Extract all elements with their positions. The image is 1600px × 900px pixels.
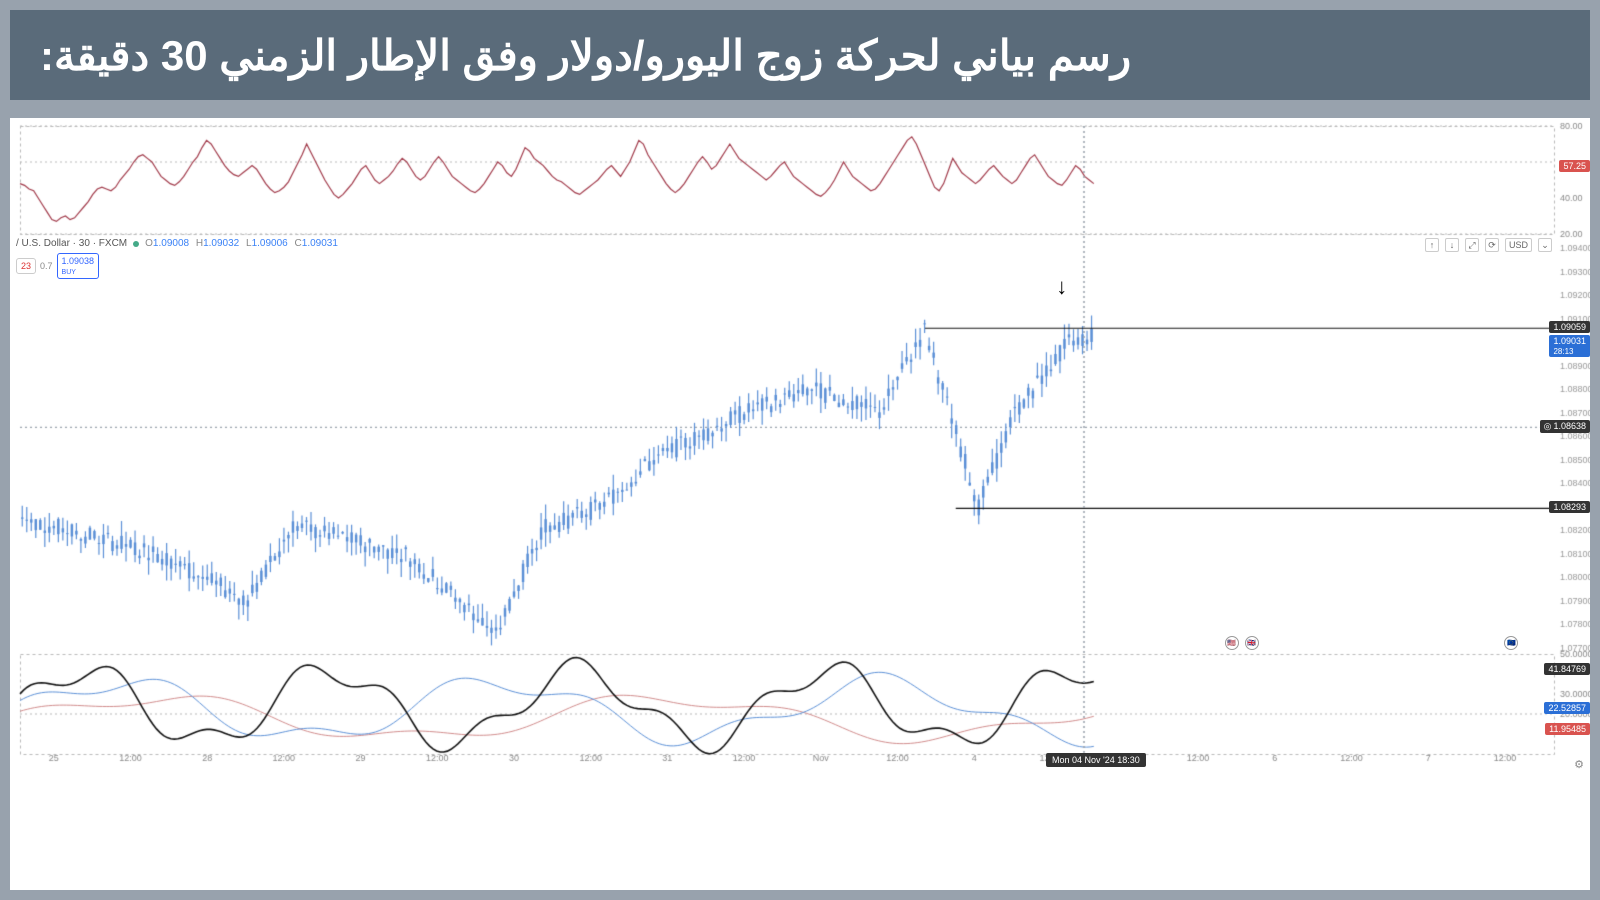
axis-price-badge: 41.84769 — [1544, 663, 1590, 675]
axis-price-badge: ◎1.08638 — [1540, 420, 1590, 433]
flag-icon: 🇺🇸 — [1225, 636, 1239, 650]
axis-price-badge: 22.52857 — [1544, 702, 1590, 714]
axis-price-badge: 11.95485 — [1545, 723, 1590, 735]
axis-price-badge: 1.0903128:13 — [1549, 335, 1590, 357]
axis-price-badge: 1.08293 — [1549, 501, 1590, 513]
ohlc-values: 1.09008 1.09032 1.09006 1.09031 — [145, 238, 342, 249]
arrow-down-annotation: ↓ — [1056, 274, 1067, 300]
tool-more-icon[interactable]: ⌄ — [1538, 238, 1552, 252]
axis-price-badge: 57.25 — [1559, 160, 1590, 172]
flag-icon: 🇪🇺 — [1504, 636, 1518, 650]
flag-group-1: 🇺🇸 🇬🇧 — [1225, 636, 1259, 650]
axis-price-badge: 1.09059 — [1549, 321, 1590, 333]
live-dot-icon — [133, 241, 139, 247]
flag-group-2: 🇪🇺 — [1504, 636, 1518, 650]
chart-canvas[interactable] — [10, 118, 1590, 778]
sell-button[interactable]: 23 — [16, 258, 36, 274]
tool-down-icon[interactable]: ↓ — [1445, 238, 1459, 252]
currency-label[interactable]: USD — [1505, 238, 1532, 252]
chart-area[interactable]: / U.S. Dollar · 30 · FXCM 1.09008 1.0903… — [10, 118, 1590, 890]
time-tooltip: Mon 04 Nov '24 18:30 — [1046, 753, 1146, 767]
symbol-info: / U.S. Dollar · 30 · FXCM 1.09008 1.0903… — [16, 238, 342, 249]
tool-expand-icon[interactable]: ⤢ — [1465, 238, 1479, 252]
gear-icon[interactable]: ⚙ — [1574, 758, 1584, 771]
buy-sell-panel[interactable]: 23 0.7 1.09038 BUY — [16, 253, 99, 279]
spread-value: 0.7 — [40, 261, 53, 271]
tool-refresh-icon[interactable]: ⟳ — [1485, 238, 1499, 252]
chart-title: رسم بياني لحركة زوج اليورو/دولار وفق الإ… — [10, 10, 1590, 100]
symbol-name: / U.S. Dollar · 30 · FXCM — [16, 238, 127, 249]
chart-top-tools[interactable]: ↑ ↓ ⤢ ⟳ USD ⌄ — [1425, 238, 1552, 252]
title-text: رسم بياني لحركة زوج اليورو/دولار وفق الإ… — [40, 31, 1131, 80]
tool-up-icon[interactable]: ↑ — [1425, 238, 1439, 252]
flag-icon: 🇬🇧 — [1245, 636, 1259, 650]
buy-button[interactable]: 1.09038 BUY — [57, 253, 100, 279]
